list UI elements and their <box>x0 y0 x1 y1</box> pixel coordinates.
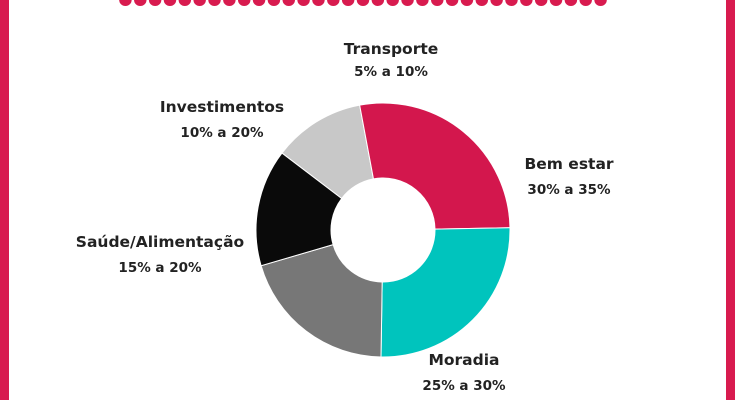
label-name-investimentos: Investimentos <box>160 98 284 116</box>
scallop-dot <box>475 0 489 6</box>
scallop-dot <box>401 0 414 6</box>
scallop-dot <box>564 0 578 6</box>
scallop-dot <box>223 0 236 6</box>
label-range-transporte: 5% a 10% <box>354 64 428 80</box>
scallop-dot <box>445 0 459 6</box>
label-range-moradia: 25% a 30% <box>422 378 506 394</box>
scallop-dot <box>297 0 310 6</box>
scallop-dot <box>341 0 355 6</box>
label-range-saude-alimentacao: 15% a 20% <box>118 260 202 276</box>
scalloped-top-border <box>119 0 607 6</box>
label-range-investimentos: 10% a 20% <box>180 125 264 141</box>
label-name-bem-estar: Bem estar <box>524 155 613 173</box>
scallop-dot <box>579 0 592 6</box>
scallop-dot <box>534 0 548 6</box>
scallop-dot <box>490 0 503 6</box>
chart-slices <box>255 102 511 358</box>
label-name-moradia: Moradia <box>428 351 499 369</box>
label-name-saude-alimentacao: Saúde/Alimentação <box>76 233 244 251</box>
scallop-dot <box>148 0 162 6</box>
scallop-dot <box>163 0 177 6</box>
scallop-dot <box>178 0 192 6</box>
slice-moradia <box>380 227 511 358</box>
scallop-dot <box>386 0 399 6</box>
scallop-dot <box>416 0 429 6</box>
scallop-dot <box>208 0 221 6</box>
scallop-dot <box>460 0 474 6</box>
scallop-dot <box>356 0 370 6</box>
scallop-dot <box>237 0 251 6</box>
scallop-dot <box>431 0 444 6</box>
chart-labels: Transporte 5% a 10% Bem estar 30% a 35% Mora… <box>76 40 614 394</box>
scallop-dot <box>134 0 147 6</box>
scallop-dot <box>371 0 385 6</box>
right-border <box>726 0 735 400</box>
scallop-dot <box>327 0 340 6</box>
scallop-dot <box>312 0 325 6</box>
scallop-dot <box>505 0 518 6</box>
slice-bem-estar <box>359 102 511 230</box>
scallop-dot <box>193 0 206 6</box>
slice-saude-alimentacao <box>260 243 383 358</box>
scallop-dot <box>549 0 563 6</box>
slice-investimentos <box>255 152 343 267</box>
scallop-dot <box>520 0 533 6</box>
scallop-dot <box>119 0 132 6</box>
scallop-dot <box>282 0 295 6</box>
label-name-transporte: Transporte <box>344 40 439 58</box>
left-border <box>0 0 9 400</box>
scallop-dot <box>594 0 607 6</box>
scallop-dot <box>252 0 266 6</box>
scallop-dot <box>267 0 281 6</box>
label-range-bem-estar: 30% a 35% <box>527 182 611 198</box>
